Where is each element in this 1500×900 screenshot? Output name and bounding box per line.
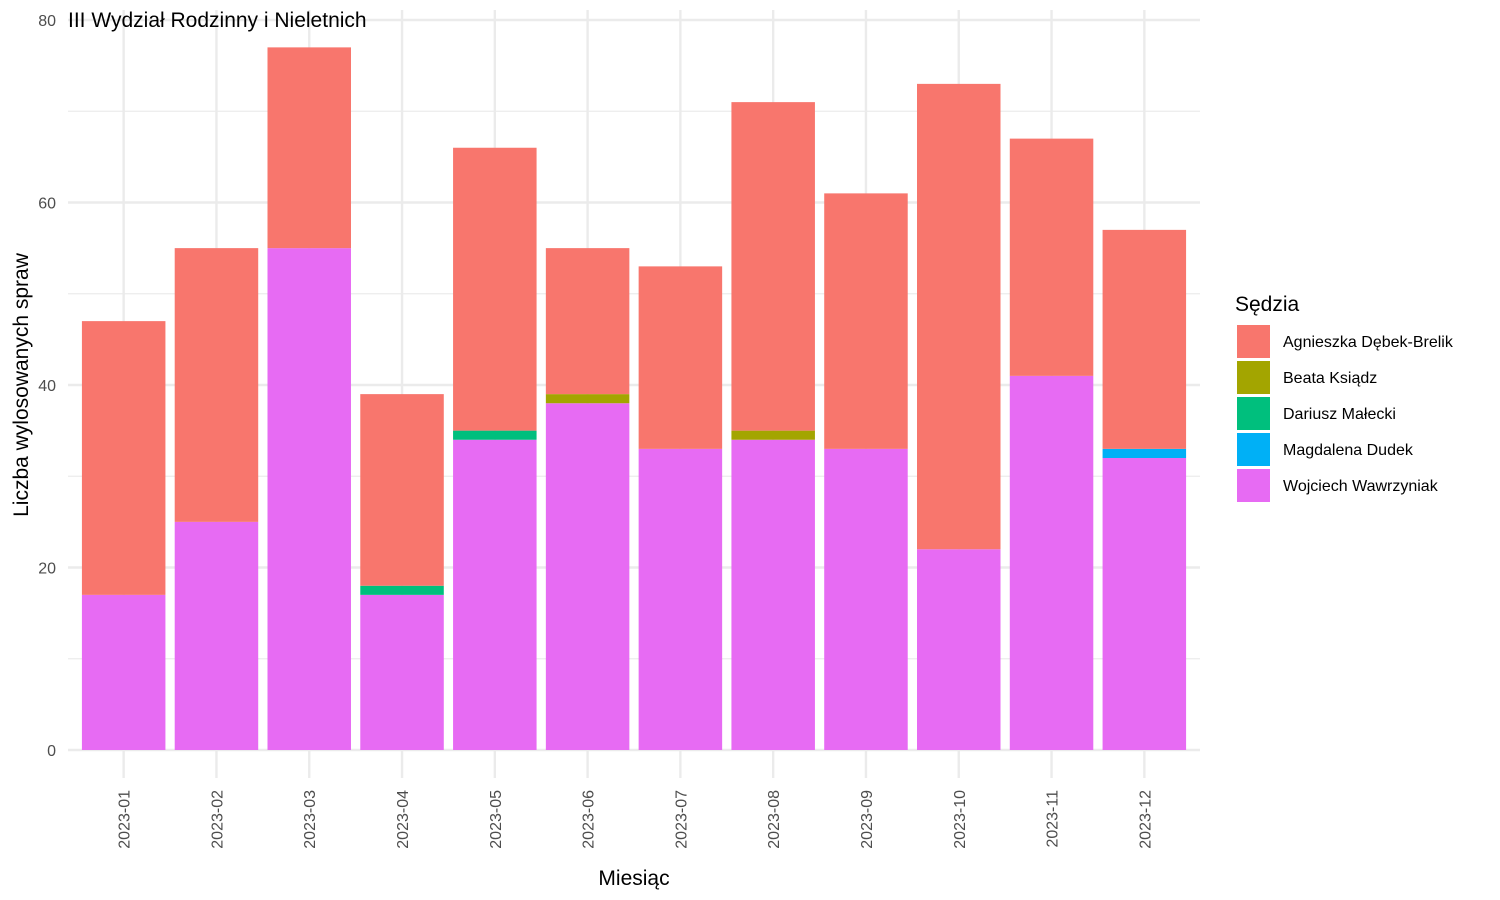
bar-segment <box>174 248 259 522</box>
y-axis-ticks: 0 20 40 60 80 <box>38 13 56 760</box>
y-tick-label: 0 <box>47 743 56 760</box>
bar-segment <box>638 448 723 750</box>
bar-segment <box>81 321 166 595</box>
bar-segment <box>638 266 723 449</box>
bar-segment <box>267 248 351 750</box>
x-tick-label: 2023-04 <box>395 790 412 849</box>
bar-segment <box>174 521 259 750</box>
bar-segment <box>917 83 1001 550</box>
x-tick-label: 2023-01 <box>117 790 134 849</box>
y-tick-label: 20 <box>38 561 56 578</box>
bar-segment <box>545 248 630 395</box>
legend-title: Sędzia <box>1235 293 1300 316</box>
x-axis-ticks: 2023-01 2023-02 2023-03 2023-04 2023-05 2023-… <box>117 790 1155 849</box>
legend-swatch <box>1237 469 1270 502</box>
y-tick-label: 80 <box>38 13 56 30</box>
bar-segment <box>731 439 815 750</box>
legend-swatch <box>1237 325 1270 358</box>
y-axis-title: Liczba wylosowanych spraw <box>10 252 33 517</box>
bar-segment <box>824 448 908 750</box>
bar-segment <box>360 394 444 586</box>
x-tick-label: 2023-12 <box>1137 790 1154 849</box>
bar-segment <box>1102 229 1187 449</box>
x-tick-label: 2023-11 <box>1045 790 1062 848</box>
legend-swatch <box>1237 361 1270 394</box>
x-tick-label: 2023-02 <box>209 790 226 849</box>
bar-segment <box>545 394 630 404</box>
bar-segment <box>360 585 444 595</box>
bar-segment <box>824 193 908 449</box>
bar-segment <box>1009 138 1094 376</box>
legend-swatch <box>1237 433 1270 466</box>
bar-segment <box>731 430 815 440</box>
bar-segment <box>1102 458 1187 750</box>
x-tick-label: 2023-10 <box>952 790 969 849</box>
bar-segment <box>453 147 537 431</box>
x-axis-title: Miesiąc <box>598 867 669 890</box>
bar-segment <box>1102 448 1187 458</box>
y-tick-label: 60 <box>38 196 56 213</box>
legend: Sędzia Agnieszka Dębek-Brelik Beata Ksiąd… <box>1235 293 1454 502</box>
bar-segment <box>917 549 1001 750</box>
chart-title: III Wydział Rodzinny i Nieletnich <box>68 9 367 32</box>
x-tick-label: 2023-03 <box>302 790 319 849</box>
x-tick-label: 2023-05 <box>488 790 505 849</box>
bar-segment <box>453 439 537 750</box>
bar-segment <box>731 102 815 431</box>
legend-label: Wojciech Wawrzyniak <box>1283 478 1439 495</box>
x-tick-label: 2023-06 <box>581 790 598 849</box>
x-tick-label: 2023-07 <box>673 790 690 849</box>
legend-label: Agnieszka Dębek-Brelik <box>1283 334 1454 351</box>
legend-label: Magdalena Dudek <box>1283 442 1414 459</box>
bar-segment <box>81 594 166 750</box>
bar-segment <box>545 403 630 750</box>
x-tick-label: 2023-09 <box>859 790 876 849</box>
bar-segment <box>267 47 351 249</box>
y-tick-label: 40 <box>38 378 56 395</box>
bars <box>81 47 1187 750</box>
bar-segment <box>360 594 444 750</box>
bar-segment <box>453 430 537 440</box>
x-tick-label: 2023-08 <box>766 790 783 849</box>
legend-label: Dariusz Małecki <box>1283 406 1396 423</box>
legend-swatch <box>1237 397 1270 430</box>
bar-segment <box>1009 375 1094 750</box>
legend-label: Beata Ksiądz <box>1283 370 1377 387</box>
